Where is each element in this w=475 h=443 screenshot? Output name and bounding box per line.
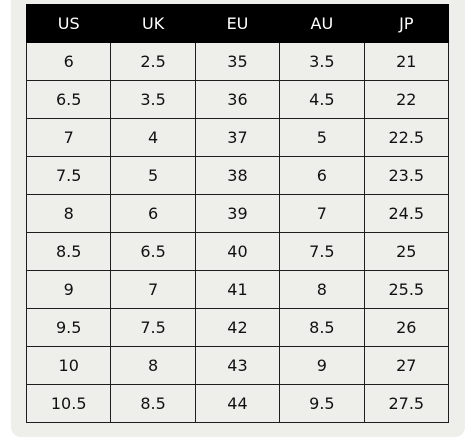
size-cell-uk: 7 — [110, 270, 196, 309]
size-cell-au: 8.5 — [279, 308, 365, 347]
size-cell-au: 5 — [279, 118, 365, 157]
size-cell-eu: 43 — [194, 346, 281, 385]
column-header-us: US — [25, 4, 112, 43]
size-cell-uk: 6 — [110, 194, 196, 233]
size-cell-au: 9 — [279, 346, 365, 385]
table-row: 10 8 43 9 27 — [25, 346, 450, 385]
size-cell-eu: 41 — [194, 270, 281, 309]
size-cell-uk: 8 — [110, 346, 196, 385]
size-cell-us: 6 — [25, 42, 112, 81]
size-cell-eu: 39 — [194, 194, 281, 233]
table-header: US UK EU AU JP — [25, 4, 450, 43]
size-cell-uk: 4 — [110, 118, 196, 157]
table-row: 7.5 5 38 6 23.5 — [25, 156, 450, 195]
size-cell-us: 7 — [25, 118, 112, 157]
table-row: 10.5 8.5 44 9.5 27.5 — [25, 384, 450, 423]
table-row: 7 4 37 5 22.5 — [25, 118, 450, 157]
table-row: 6 2.5 35 3.5 21 — [25, 42, 450, 81]
size-cell-au: 6 — [279, 156, 365, 195]
column-header-eu: EU — [194, 4, 281, 43]
size-cell-jp: 27 — [363, 346, 450, 385]
size-cell-eu: 37 — [194, 118, 281, 157]
header-row: US UK EU AU JP — [25, 4, 450, 43]
shoe-size-conversion-table: US UK EU AU JP 6 2.5 35 3.5 21 6.5 3.5 36 4.5 22 7… — [25, 4, 450, 423]
size-cell-au: 4.5 — [279, 80, 365, 119]
size-cell-us: 6.5 — [25, 80, 112, 119]
size-cell-uk: 7.5 — [110, 308, 196, 347]
table-row: 9.5 7.5 42 8.5 26 — [25, 308, 450, 347]
size-cell-uk: 3.5 — [110, 80, 196, 119]
size-cell-uk: 8.5 — [110, 384, 196, 423]
size-cell-au: 8 — [279, 270, 365, 309]
size-cell-uk: 5 — [110, 156, 196, 195]
size-cell-eu: 38 — [194, 156, 281, 195]
size-cell-jp: 25.5 — [363, 270, 450, 309]
size-cell-jp: 23.5 — [363, 156, 450, 195]
table-row: 9 7 41 8 25.5 — [25, 270, 450, 309]
size-cell-uk: 6.5 — [110, 232, 196, 271]
size-cell-jp: 22 — [363, 80, 450, 119]
size-cell-us: 7.5 — [25, 156, 112, 195]
size-cell-au: 7 — [279, 194, 365, 233]
table-row: 6.5 3.5 36 4.5 22 — [25, 80, 450, 119]
size-cell-eu: 35 — [194, 42, 281, 81]
size-cell-us: 8.5 — [25, 232, 112, 271]
column-header-jp: JP — [363, 4, 450, 43]
column-header-au: AU — [279, 4, 365, 43]
size-cell-jp: 26 — [363, 308, 450, 347]
table-body: 6 2.5 35 3.5 21 6.5 3.5 36 4.5 22 7 4 37 5 22.5 7.5 5 38 6… — [25, 42, 450, 423]
size-cell-uk: 2.5 — [110, 42, 196, 81]
size-cell-au: 7.5 — [279, 232, 365, 271]
size-cell-au: 9.5 — [279, 384, 365, 423]
size-cell-jp: 24.5 — [363, 194, 450, 233]
size-cell-eu: 42 — [194, 308, 281, 347]
size-cell-jp: 21 — [363, 42, 450, 81]
size-cell-us: 9 — [25, 270, 112, 309]
size-cell-us: 9.5 — [25, 308, 112, 347]
size-cell-us: 10 — [25, 346, 112, 385]
table-row: 8 6 39 7 24.5 — [25, 194, 450, 233]
column-header-uk: UK — [110, 4, 196, 43]
size-cell-us: 10.5 — [25, 384, 112, 423]
size-cell-jp: 22.5 — [363, 118, 450, 157]
size-cell-eu: 44 — [194, 384, 281, 423]
size-cell-eu: 40 — [194, 232, 281, 271]
size-cell-jp: 27.5 — [363, 384, 450, 423]
size-cell-jp: 25 — [363, 232, 450, 271]
size-cell-eu: 36 — [194, 80, 281, 119]
table-row: 8.5 6.5 40 7.5 25 — [25, 232, 450, 271]
size-cell-au: 3.5 — [279, 42, 365, 81]
size-cell-us: 8 — [25, 194, 112, 233]
